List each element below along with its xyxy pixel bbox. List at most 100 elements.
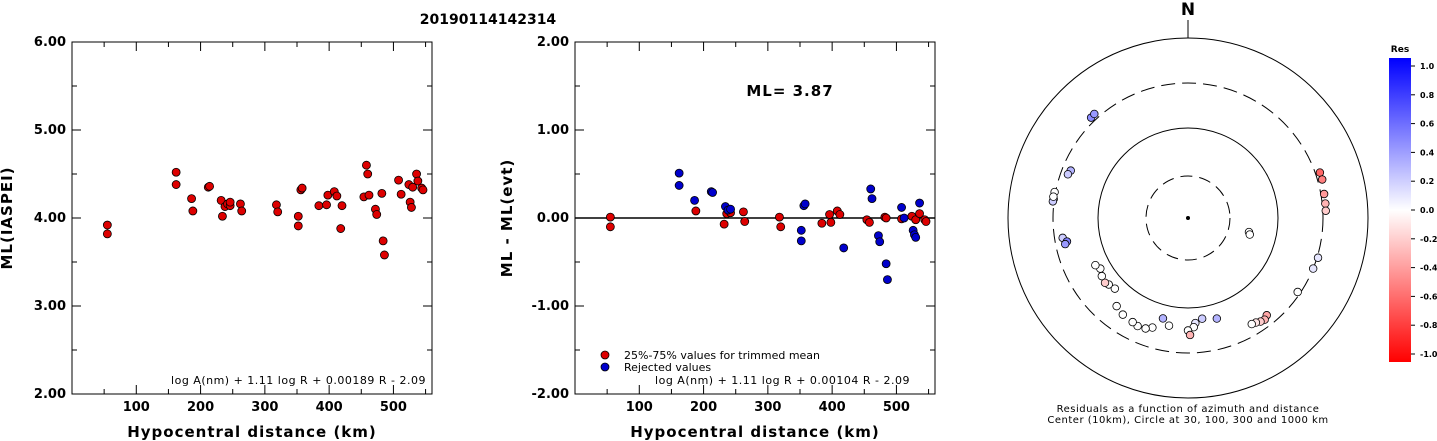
data-point	[413, 176, 423, 186]
residual-point	[1321, 199, 1330, 208]
legend: 25%-75% values for trimmed mean Rejected…	[600, 349, 820, 374]
residual-point	[1090, 109, 1099, 119]
data-point	[218, 211, 227, 221]
y-axis-label: ML(IASPEI)	[0, 166, 16, 269]
colorbar-gradient	[1389, 58, 1411, 362]
data-point	[322, 200, 331, 210]
residual-point	[1315, 168, 1325, 177]
formula-label: log A(nm) + 1.11 log R + 0.00189 R - 2.0…	[171, 374, 426, 387]
caption-line-2: Center (10km), Circle at 30, 100, 300 an…	[1047, 415, 1328, 426]
x-tick-label: 500	[380, 400, 407, 415]
residual-point	[1091, 260, 1100, 270]
data-point	[775, 212, 784, 222]
data-point	[378, 236, 388, 246]
residual-point	[1308, 264, 1318, 273]
residual-point	[1148, 323, 1157, 332]
x-tick-label: 300	[251, 400, 278, 415]
residual-point	[1313, 253, 1323, 262]
data-point	[691, 206, 701, 216]
y-tick-label: 2.00	[34, 387, 66, 402]
data-point	[102, 220, 112, 230]
data-point	[881, 213, 891, 223]
colorbar-tick-label: -0.8	[1420, 321, 1437, 330]
residual-point	[1060, 239, 1070, 249]
center-dot	[1186, 216, 1190, 220]
data-point	[674, 181, 684, 190]
x-tick-label: 100	[123, 400, 150, 415]
data-point	[273, 207, 283, 217]
ring-1000km	[1007, 37, 1369, 399]
data-point	[337, 201, 347, 211]
y-tick-label: 4.00	[34, 211, 66, 226]
data-point	[839, 243, 849, 253]
data-point	[332, 191, 342, 201]
data-point	[867, 194, 877, 204]
data-point	[866, 184, 876, 194]
data-points	[102, 160, 428, 260]
data-point	[362, 160, 371, 170]
residual-point	[1319, 189, 1329, 199]
data-point	[899, 213, 909, 223]
y-tick-label: 6.00	[34, 35, 66, 50]
residual-point	[1318, 175, 1327, 184]
colorbar-tick-label: 0.2	[1420, 177, 1434, 186]
data-point	[380, 250, 389, 260]
residual-point	[1185, 330, 1195, 340]
residual-point	[1063, 170, 1073, 179]
data-point	[293, 211, 303, 221]
data-point	[800, 199, 810, 209]
ring-100km	[1097, 127, 1279, 309]
y-tick-label: 5.00	[34, 123, 66, 138]
data-point	[708, 188, 717, 197]
panel-ml-iaspei: 2.00 3.00 4.00 5.00 6.00 100 200 300 400 500 ML(…	[0, 35, 433, 441]
data-point	[897, 203, 906, 212]
data-point	[796, 225, 806, 235]
colorbar-tick-label: -1.0	[1420, 350, 1437, 359]
y-tick-label: 3.00	[34, 299, 66, 314]
residual-point	[1100, 278, 1110, 288]
data-point	[236, 199, 245, 209]
data-point	[690, 195, 699, 205]
data-point	[293, 221, 303, 231]
legend-marker-rejected	[600, 362, 610, 372]
colorbar-tick-label: -0.4	[1420, 264, 1437, 273]
data-point	[102, 229, 112, 239]
data-points	[605, 168, 931, 285]
data-point	[412, 169, 421, 179]
colorbar-tick-label: 0.6	[1420, 120, 1435, 129]
x-tick-label: 300	[754, 400, 781, 415]
residual-point	[1097, 271, 1107, 281]
data-point	[394, 175, 403, 185]
data-point	[835, 210, 845, 219]
caption-line-1: Residuals as a function of azimuth and d…	[1057, 404, 1320, 415]
y-tick-label: 0.00	[537, 211, 569, 226]
colorbar: Res 1.0 0.8 0.6 0.4 0.2 0.0 -0.2 -0.4 -0.6 -0.8 -1…	[1389, 45, 1437, 362]
x-axis-label: Hypocentral distance (km)	[630, 423, 880, 441]
data-point	[364, 190, 374, 200]
colorbar-tick-label: -0.2	[1420, 235, 1437, 244]
x-axis-label: Hypocentral distance (km)	[127, 423, 377, 441]
data-point	[314, 201, 324, 211]
data-point	[297, 183, 307, 193]
colorbar-title: Res	[1391, 45, 1409, 55]
residual-point	[1164, 321, 1174, 330]
ring-300km	[1052, 82, 1324, 354]
colorbar-tick-label: -0.6	[1420, 292, 1437, 301]
colorbar-tick-label: 0.4	[1420, 148, 1435, 157]
residual-point	[1110, 284, 1120, 293]
data-point	[372, 210, 382, 219]
residual-point	[1112, 301, 1121, 311]
data-point	[740, 217, 750, 226]
data-point	[396, 189, 406, 199]
data-point	[875, 237, 885, 247]
residual-point	[1128, 317, 1137, 327]
ml-annotation: ML= 3.87	[746, 82, 833, 100]
y-axis-ticks: -2.00 -1.00 0.00 1.00 2.00	[532, 35, 935, 402]
data-point	[187, 194, 196, 204]
data-point	[726, 204, 735, 214]
residual-point	[1245, 230, 1254, 239]
formula-label: log A(nm) + 1.11 log R + 0.00104 R - 2.0…	[655, 374, 910, 387]
data-point	[915, 198, 924, 208]
residual-point	[1321, 206, 1330, 215]
